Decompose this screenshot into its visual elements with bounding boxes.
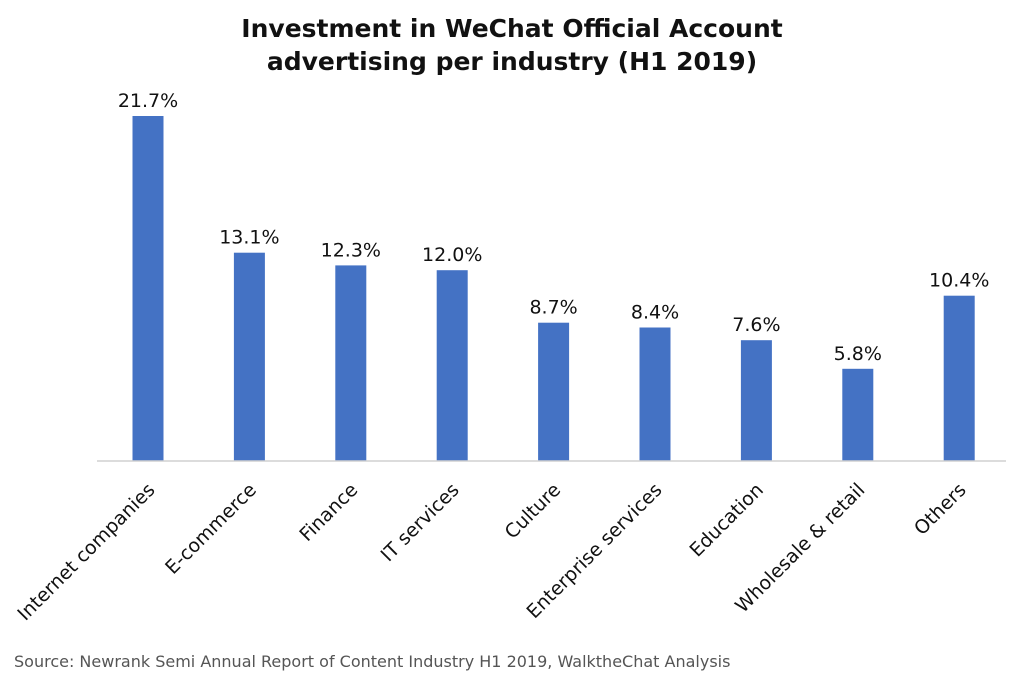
data-label-3: 12.0% bbox=[422, 244, 482, 266]
bar-4 bbox=[538, 322, 570, 461]
data-label-4: 8.7% bbox=[529, 297, 577, 319]
bar-8 bbox=[943, 295, 975, 461]
category-label-6: Education bbox=[685, 479, 767, 561]
data-label-1: 13.1% bbox=[219, 227, 279, 249]
category-labels-group: Internet companies E-commerce Finance IT se… bbox=[13, 479, 970, 625]
data-label-6: 7.6% bbox=[732, 314, 780, 336]
data-label-2: 12.3% bbox=[321, 239, 381, 261]
bar-2 bbox=[335, 265, 367, 461]
data-label-7: 5.8% bbox=[834, 343, 882, 365]
category-label-8: Others bbox=[910, 479, 971, 540]
source-note: Source: Newrank Semi Annual Report of Co… bbox=[14, 652, 731, 671]
bar-1 bbox=[233, 252, 265, 461]
data-label-0: 21.7% bbox=[118, 90, 178, 112]
bars-group bbox=[132, 116, 975, 461]
bar-0 bbox=[132, 116, 164, 461]
category-label-1: E-commerce bbox=[161, 479, 261, 579]
chart-title: Investment in WeChat Official Account ad… bbox=[0, 12, 1024, 78]
bar-7 bbox=[842, 368, 874, 461]
data-label-5: 8.4% bbox=[631, 302, 679, 324]
data-label-8: 10.4% bbox=[929, 270, 989, 292]
bar-5 bbox=[639, 327, 671, 461]
bar-6 bbox=[740, 340, 772, 461]
bar-3 bbox=[436, 270, 468, 461]
chart-title-line-1: Investment in WeChat Official Account bbox=[241, 14, 783, 43]
category-label-3: IT services bbox=[377, 479, 464, 566]
data-labels-group: 21.7% 13.1% 12.3% 12.0% 8.7% 8.4% 7.6% 5.8% 10.4… bbox=[118, 90, 990, 365]
category-label-2: Finance bbox=[295, 479, 362, 546]
category-label-0: Internet companies bbox=[13, 479, 159, 625]
chart-title-line-2: advertising per industry (H1 2019) bbox=[266, 47, 758, 76]
category-label-4: Culture bbox=[501, 479, 565, 543]
